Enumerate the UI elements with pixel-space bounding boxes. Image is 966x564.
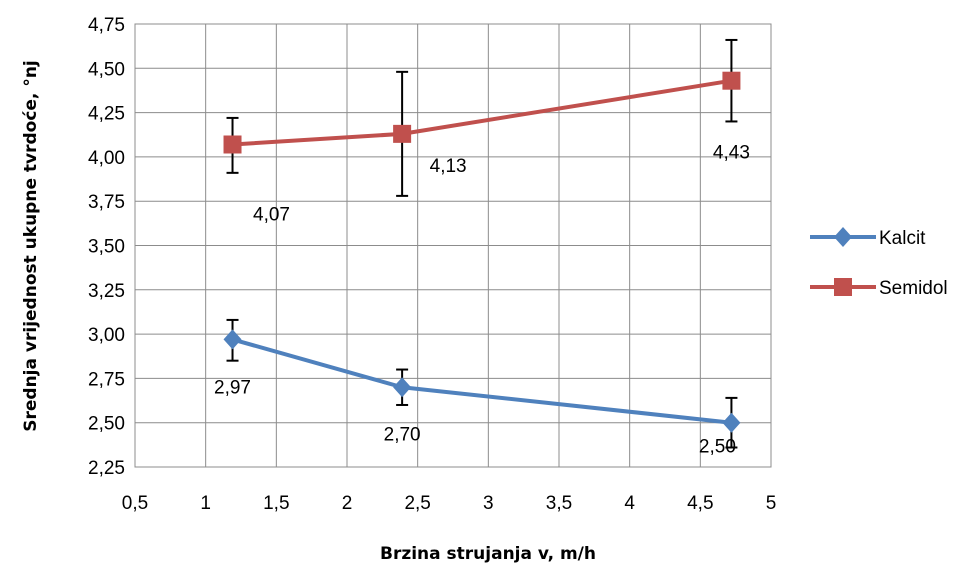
legend: Kalcit Semidol (810, 227, 948, 299)
data-label: 4,43 (713, 143, 750, 164)
y-tick-label: 4,25 (88, 104, 125, 125)
series-kalcit (223, 318, 741, 449)
data-label: 2,50 (699, 437, 736, 458)
y-tick-labels: 2,25 2,50 2,75 3,00 3,25 3,50 3,75 4,00 4,25 4,50… (88, 15, 125, 479)
y-tick-label: 4,00 (88, 148, 125, 169)
legend-marker (834, 227, 852, 247)
data-point (722, 412, 741, 433)
x-axis-title: Brzina strujanja v, m/h (380, 544, 596, 564)
y-tick-label: 4,75 (88, 15, 125, 36)
data-label: 4,07 (253, 204, 290, 225)
y-tick-label: 3,25 (88, 281, 125, 302)
x-tick-label: 2,5 (404, 493, 430, 514)
data-labels: 2,97 2,70 2,50 4,07 4,13 4,43 (214, 143, 750, 458)
data-point (393, 124, 412, 143)
plot-frame (134, 23, 772, 468)
y-tick-label: 4,50 (88, 59, 125, 80)
data-label: 2,70 (384, 424, 421, 445)
series-semidol (223, 38, 741, 197)
y-tick-label: 2,75 (88, 369, 125, 390)
x-tick-label: 0,5 (122, 493, 148, 514)
y-axis-title: Srednja vrijednost ukupne tvrdoće, °nj (21, 60, 41, 432)
x-tick-label: 4 (624, 493, 635, 514)
legend-item-semidol: Semidol (810, 278, 948, 299)
x-tick-label: 3 (483, 493, 494, 514)
data-point (223, 135, 242, 154)
x-tick-label: 1,5 (263, 493, 289, 514)
legend-item-kalcit: Kalcit (810, 227, 926, 249)
data-label: 4,13 (430, 156, 467, 177)
x-tick-label: 2 (342, 493, 353, 514)
x-tick-label: 5 (766, 493, 777, 514)
series-line (231, 337, 732, 425)
x-tick-label: 1 (200, 493, 211, 514)
x-tick-label: 4,5 (687, 493, 713, 514)
y-tick-label: 3,75 (88, 192, 125, 213)
y-tick-label: 3,00 (88, 325, 125, 346)
series-layer (223, 38, 741, 449)
data-label: 2,97 (214, 377, 251, 398)
data-point (722, 71, 741, 90)
data-point (223, 329, 242, 350)
y-tick-label: 3,50 (88, 237, 125, 258)
legend-marker (834, 278, 852, 296)
x-tick-label: 3,5 (546, 493, 572, 514)
y-tick-label: 2,50 (88, 414, 125, 435)
legend-label: Semidol (879, 278, 948, 299)
legend-label: Kalcit (879, 228, 926, 249)
data-point (393, 377, 412, 398)
axes (134, 23, 772, 468)
x-tick-labels: 0,5 1 1,5 2 2,5 3 3,5 4 4,5 5 (122, 493, 777, 514)
y-tick-label: 2,25 (88, 458, 125, 479)
